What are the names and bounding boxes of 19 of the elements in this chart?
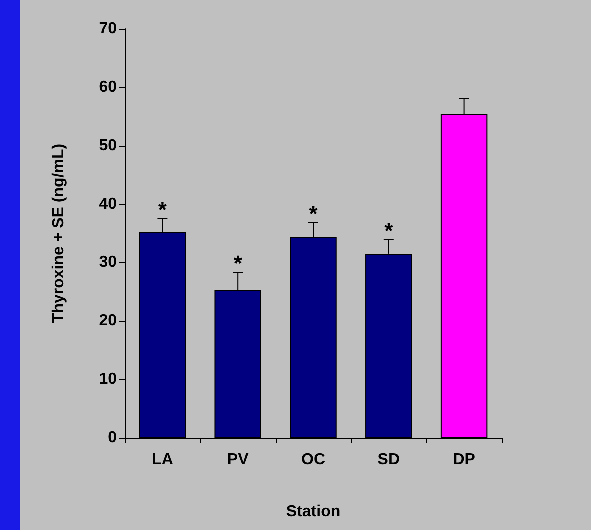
annotation: * bbox=[158, 197, 168, 222]
x-tick-label: LA bbox=[152, 452, 174, 468]
y-tick-label: 0 bbox=[108, 430, 118, 446]
y-tick-label: 40 bbox=[99, 196, 118, 213]
annotation: * bbox=[234, 251, 243, 276]
y-tick-label: 30 bbox=[99, 254, 118, 272]
x-tick-label: PV bbox=[227, 452, 250, 468]
y-tick-label: 60 bbox=[99, 78, 118, 96]
y-tick-label: 10 bbox=[99, 371, 118, 388]
x-tick-label: DP bbox=[453, 452, 476, 468]
x-tick-label: SD bbox=[378, 452, 400, 468]
x-axis-title: Station bbox=[286, 504, 341, 520]
y-tick-label: 70 bbox=[99, 20, 118, 38]
annotation: * bbox=[384, 218, 394, 244]
annotation: * bbox=[309, 201, 318, 226]
x-tick-label: OC bbox=[302, 452, 326, 468]
y-tick-label: 50 bbox=[99, 137, 118, 154]
y-tick-label: 20 bbox=[99, 312, 118, 330]
y-axis-title: Thyroxine + SE (ng/mL) bbox=[50, 144, 68, 324]
